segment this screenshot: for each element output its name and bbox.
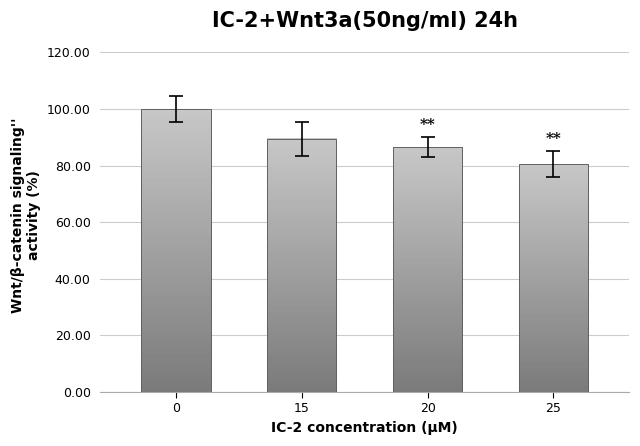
Bar	[393, 147, 462, 392]
Title: IC-2+Wnt3a(50ng/ml) 24h: IC-2+Wnt3a(50ng/ml) 24h	[212, 11, 518, 31]
Bar	[141, 109, 211, 392]
Text: **: **	[545, 132, 561, 146]
Bar	[519, 164, 588, 392]
Text: **: **	[420, 118, 435, 132]
Y-axis label: Wnt/β-catenin signaling''
activity (%): Wnt/β-catenin signaling'' activity (%)	[11, 117, 42, 313]
Bar	[267, 139, 337, 392]
X-axis label: IC-2 concentration (μM): IC-2 concentration (μM)	[271, 421, 458, 435]
